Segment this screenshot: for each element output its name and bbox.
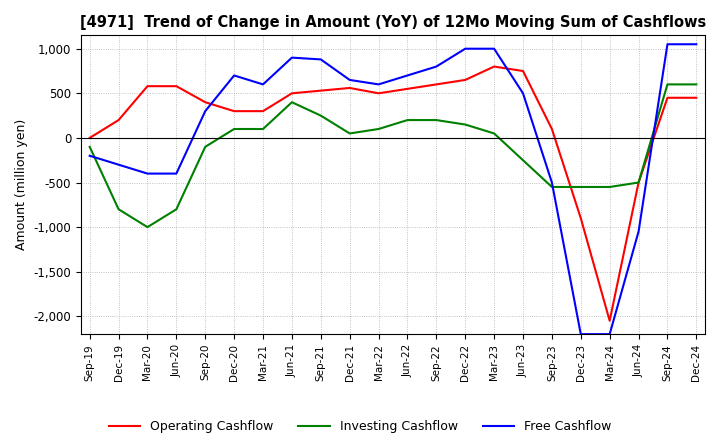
- Investing Cashflow: [287, 99, 296, 105]
- Operating Cashflow: [692, 95, 701, 100]
- Investing Cashflow: [143, 224, 152, 230]
- Investing Cashflow: [577, 184, 585, 190]
- Operating Cashflow: [518, 68, 527, 73]
- Investing Cashflow: [432, 117, 441, 123]
- Operating Cashflow: [374, 91, 383, 96]
- Operating Cashflow: [634, 180, 643, 185]
- Investing Cashflow: [663, 82, 672, 87]
- Operating Cashflow: [172, 84, 181, 89]
- Investing Cashflow: [374, 126, 383, 132]
- Operating Cashflow: [317, 88, 325, 93]
- Investing Cashflow: [692, 82, 701, 87]
- Investing Cashflow: [258, 126, 267, 132]
- Line: Operating Cashflow: Operating Cashflow: [90, 66, 696, 321]
- Free Cashflow: [143, 171, 152, 176]
- Investing Cashflow: [172, 207, 181, 212]
- Investing Cashflow: [634, 180, 643, 185]
- Free Cashflow: [317, 57, 325, 62]
- Operating Cashflow: [548, 126, 557, 132]
- Free Cashflow: [346, 77, 354, 83]
- Operating Cashflow: [432, 82, 441, 87]
- Free Cashflow: [548, 180, 557, 185]
- Free Cashflow: [258, 82, 267, 87]
- Investing Cashflow: [403, 117, 412, 123]
- Investing Cashflow: [201, 144, 210, 150]
- Free Cashflow: [663, 42, 672, 47]
- Investing Cashflow: [346, 131, 354, 136]
- Operating Cashflow: [143, 84, 152, 89]
- Line: Free Cashflow: Free Cashflow: [90, 44, 696, 334]
- Free Cashflow: [287, 55, 296, 60]
- Investing Cashflow: [490, 131, 498, 136]
- Investing Cashflow: [230, 126, 238, 132]
- Free Cashflow: [692, 42, 701, 47]
- Operating Cashflow: [346, 85, 354, 91]
- Operating Cashflow: [287, 91, 296, 96]
- Free Cashflow: [606, 331, 614, 337]
- Operating Cashflow: [461, 77, 469, 83]
- Free Cashflow: [172, 171, 181, 176]
- Free Cashflow: [403, 73, 412, 78]
- Operating Cashflow: [258, 109, 267, 114]
- Free Cashflow: [432, 64, 441, 69]
- Operating Cashflow: [663, 95, 672, 100]
- Free Cashflow: [461, 46, 469, 51]
- Free Cashflow: [374, 82, 383, 87]
- Y-axis label: Amount (million yen): Amount (million yen): [15, 119, 28, 250]
- Operating Cashflow: [577, 216, 585, 221]
- Free Cashflow: [634, 229, 643, 234]
- Operating Cashflow: [86, 135, 94, 140]
- Investing Cashflow: [518, 158, 527, 163]
- Investing Cashflow: [461, 122, 469, 127]
- Free Cashflow: [230, 73, 238, 78]
- Investing Cashflow: [548, 184, 557, 190]
- Title: [4971]  Trend of Change in Amount (YoY) of 12Mo Moving Sum of Cashflows: [4971] Trend of Change in Amount (YoY) o…: [80, 15, 706, 30]
- Free Cashflow: [490, 46, 498, 51]
- Investing Cashflow: [317, 113, 325, 118]
- Legend: Operating Cashflow, Investing Cashflow, Free Cashflow: Operating Cashflow, Investing Cashflow, …: [104, 415, 616, 438]
- Investing Cashflow: [606, 184, 614, 190]
- Free Cashflow: [577, 331, 585, 337]
- Line: Investing Cashflow: Investing Cashflow: [90, 84, 696, 227]
- Operating Cashflow: [201, 99, 210, 105]
- Operating Cashflow: [490, 64, 498, 69]
- Operating Cashflow: [230, 109, 238, 114]
- Operating Cashflow: [403, 86, 412, 92]
- Free Cashflow: [518, 91, 527, 96]
- Operating Cashflow: [114, 117, 123, 123]
- Investing Cashflow: [86, 144, 94, 150]
- Free Cashflow: [114, 162, 123, 167]
- Operating Cashflow: [606, 318, 614, 323]
- Free Cashflow: [201, 109, 210, 114]
- Free Cashflow: [86, 153, 94, 158]
- Investing Cashflow: [114, 207, 123, 212]
